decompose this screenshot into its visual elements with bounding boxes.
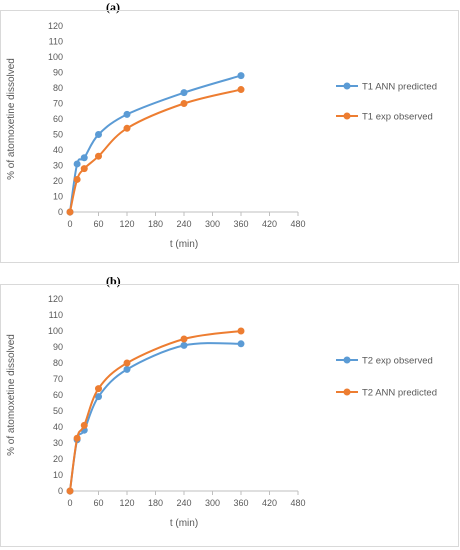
y-tick-label: 100: [48, 52, 63, 62]
series-line: [69, 342, 242, 492]
legend-marker: [343, 388, 351, 396]
data-point: [123, 124, 131, 132]
data-point: [237, 86, 245, 94]
x-tick-label: 480: [290, 498, 305, 508]
x-tick-label: 420: [262, 219, 277, 229]
x-tick-label: 0: [67, 498, 72, 508]
data-point: [237, 340, 245, 348]
y-axis-title: % of atomoxetine dissolved: [6, 334, 17, 456]
data-point: [80, 154, 88, 162]
data-point: [80, 165, 88, 173]
y-tick-label: 110: [49, 310, 63, 320]
x-tick-label: 0: [67, 219, 72, 229]
x-tick-label: 180: [148, 219, 163, 229]
x-tick-label: 120: [119, 219, 134, 229]
chart-a: 0 60 120 180 240 300 360 420 480 0 10 20 30 40 50 60 70 8…: [6, 21, 437, 250]
x-tick-label: 120: [119, 498, 134, 508]
chart-a-frame: [0, 10, 459, 263]
y-tick-label: 40: [53, 422, 63, 432]
x-tick-label: 180: [148, 498, 163, 508]
legend-label: T2 ANN predicted: [362, 388, 437, 399]
y-tick-label: 10: [53, 192, 63, 202]
data-point: [237, 327, 245, 335]
y-tick-label: 80: [53, 358, 63, 368]
y-tick-label: 20: [53, 176, 63, 186]
y-tick-label: 90: [53, 68, 63, 78]
data-point: [237, 72, 245, 80]
y-tick-label: 0: [58, 486, 63, 496]
y-tick-label: 90: [53, 342, 63, 352]
chart-b: 0 60 120 180 240 300 360 420 480 0 10 20 30 40 50 60 70 8…: [6, 294, 437, 529]
y-tick-label: 110: [49, 37, 63, 47]
data-point: [180, 335, 188, 343]
data-point: [80, 421, 88, 429]
y-tick-label: 40: [53, 145, 63, 155]
x-tick-label: 60: [93, 219, 103, 229]
data-point: [123, 359, 131, 367]
y-tick-label: 80: [53, 83, 63, 93]
y-tick-label: 20: [53, 454, 63, 464]
y-tick-label: 10: [53, 470, 63, 480]
y-tick-label: 50: [53, 406, 63, 416]
y-tick-label: 30: [53, 438, 63, 448]
x-tick-label: 60: [93, 498, 103, 508]
series-line: [69, 88, 242, 213]
x-tick-label: 360: [233, 219, 248, 229]
x-tick-label: 240: [176, 498, 191, 508]
data-point: [95, 393, 102, 401]
data-point: [180, 341, 188, 349]
data-point: [95, 152, 102, 160]
legend-marker: [343, 112, 351, 120]
data-point: [123, 365, 131, 373]
data-point: [66, 208, 74, 216]
x-axis-title: t (min): [170, 518, 198, 529]
data-point: [180, 100, 188, 107]
y-tick-label: 60: [53, 114, 63, 124]
y-tick-label: 120: [48, 294, 63, 304]
chart-b-frame: [0, 284, 459, 547]
legend-label: T1 exp observed: [362, 112, 433, 123]
y-tick-label: 70: [53, 99, 63, 109]
x-tick-label: 360: [233, 498, 248, 508]
data-point: [95, 385, 102, 393]
y-tick-label: 100: [48, 326, 63, 336]
x-tick-label: 300: [205, 219, 220, 229]
x-tick-label: 240: [176, 219, 191, 229]
y-tick-label: 70: [53, 374, 63, 384]
y-tick-label: 0: [58, 207, 63, 217]
y-tick-label: 50: [53, 130, 63, 140]
y-tick-label: 60: [53, 390, 63, 400]
x-axis-title: t (min): [170, 239, 198, 250]
data-point: [95, 131, 102, 138]
y-axis-title: % of atomoxetine dissolved: [6, 58, 17, 180]
x-tick-label: 420: [262, 498, 277, 508]
legend-marker: [343, 356, 351, 364]
data-point: [66, 487, 74, 495]
y-tick-label: 30: [53, 161, 63, 171]
y-tick-label: 120: [48, 21, 63, 31]
data-point: [73, 160, 81, 168]
legend-marker: [343, 82, 351, 90]
legend-label: T2 exp observed: [362, 356, 433, 367]
legend-label: T1 ANN predicted: [362, 82, 437, 93]
x-tick-label: 480: [290, 219, 305, 229]
x-tick-label: 300: [205, 498, 220, 508]
data-point: [73, 434, 81, 442]
data-point: [73, 175, 81, 183]
data-point: [123, 110, 131, 118]
data-point: [180, 89, 188, 97]
